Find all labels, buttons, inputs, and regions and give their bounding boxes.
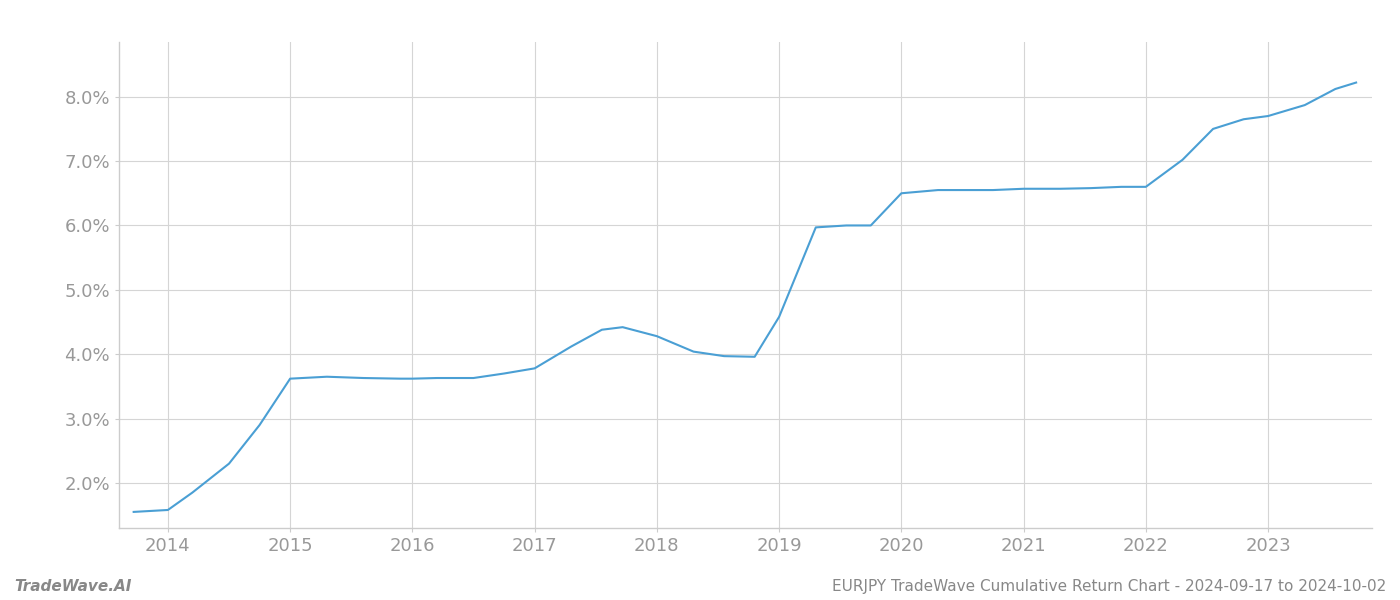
Text: EURJPY TradeWave Cumulative Return Chart - 2024-09-17 to 2024-10-02: EURJPY TradeWave Cumulative Return Chart… <box>832 579 1386 594</box>
Text: TradeWave.AI: TradeWave.AI <box>14 579 132 594</box>
